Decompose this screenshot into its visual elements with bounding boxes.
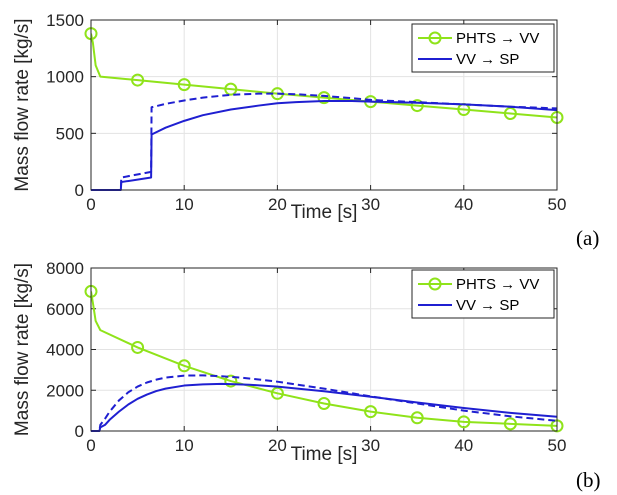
series-marker (410, 99, 424, 113)
y-tick-label: 0 (75, 422, 84, 441)
series-line-vv-sp (91, 100, 557, 191)
y-tick-label: 6000 (46, 300, 84, 319)
series-marker (270, 386, 284, 400)
series-line-vv-sp-dashed (91, 92, 557, 191)
y-tick-label: 8000 (46, 259, 84, 278)
panel-label: (a) (576, 226, 599, 250)
series-marker (177, 359, 191, 373)
x-tick-label: 30 (361, 436, 380, 455)
y-tick-label: 4000 (46, 341, 84, 360)
x-tick-label: 0 (86, 436, 95, 455)
series-marker (177, 78, 191, 92)
legend-marker (428, 277, 442, 291)
series-marker (503, 417, 517, 431)
series-line-vv-sp-dashed (91, 374, 557, 432)
x-tick-label: 20 (268, 195, 287, 214)
legend-entry-label: PHTS → VV (456, 276, 539, 293)
x-tick-label: 20 (268, 436, 287, 455)
panel-label: (b) (576, 468, 601, 492)
y-tick-label: 500 (56, 124, 84, 143)
legend: PHTS → VV VV → SP (411, 269, 555, 319)
x-tick-label: 0 (86, 195, 95, 214)
y-axis-label: Mass flow rate [kg/s] (12, 18, 33, 191)
legend-entry-label: VV → SP (456, 51, 519, 68)
series-marker (457, 415, 471, 429)
y-axis-label: Mass flow rate [kg/s] (12, 263, 33, 436)
series-marker (317, 396, 331, 410)
legend-entry-label: PHTS → VV (456, 30, 539, 47)
series-line-phts-vv (91, 291, 557, 427)
y-tick-label: 0 (75, 181, 84, 200)
axes-box (90, 19, 558, 191)
series-marker (410, 411, 424, 425)
x-tick-label: 50 (548, 195, 567, 214)
y-tick-label: 2000 (46, 381, 84, 400)
series-marker (317, 91, 331, 105)
series-line-phts-vv (91, 33, 557, 119)
y-tick-label: 1000 (46, 68, 84, 87)
series-marker (131, 73, 145, 87)
x-tick-label: 10 (175, 436, 194, 455)
x-tick-label: 30 (361, 195, 380, 214)
x-axis-label: Time [s] (291, 202, 358, 223)
axes-box (90, 267, 558, 432)
series-marker (131, 340, 145, 354)
x-tick-label: 40 (454, 195, 473, 214)
y-tick-label: 1500 (46, 11, 84, 30)
x-tick-label: 40 (454, 436, 473, 455)
legend: PHTS → VV VV → SP (411, 23, 555, 73)
series-marker (224, 374, 238, 388)
legend-entry-label: VV → SP (456, 297, 519, 314)
x-tick-label: 50 (548, 436, 567, 455)
panel-b: 0 10 20 30 40 50 0 2000 4000 6000 8000 Time [s] Mass… (12, 259, 601, 492)
series-marker (224, 82, 238, 96)
legend-marker (428, 31, 442, 45)
series-marker (503, 107, 517, 120)
x-axis-label: Time [s] (291, 444, 358, 465)
series-marker (364, 405, 378, 419)
x-tick-label: 10 (175, 195, 194, 214)
